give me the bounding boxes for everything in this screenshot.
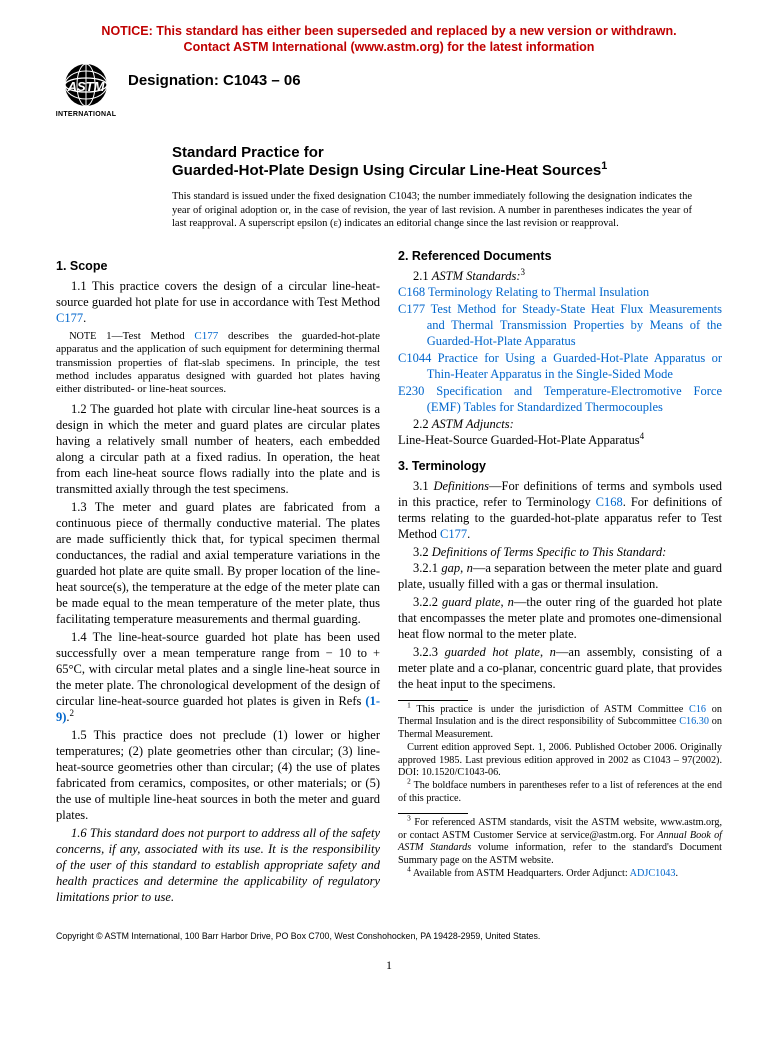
notice-banner: NOTICE: This standard has either been su… [56, 24, 722, 55]
copyright-line: Copyright © ASTM International, 100 Barr… [56, 931, 722, 942]
footnote-3: 3 For referenced ASTM standards, visit t… [398, 817, 722, 867]
footnote-1b: Current edition approved Sept. 1, 2006. … [398, 742, 722, 779]
para-3-1: 3.1 Definitions—For definitions of terms… [398, 478, 722, 542]
para-3-2-1: 3.2.1 gap, n—a separation between the me… [398, 560, 722, 592]
para-1-5: 1.5 This practice does not preclude (1) … [56, 727, 380, 823]
link-c177-note[interactable]: C177 [194, 330, 218, 342]
link-c16-30[interactable]: C16.30 [679, 716, 709, 727]
para-3-2-3: 3.2.3 guarded hot plate, n—an assembly, … [398, 644, 722, 692]
designation: Designation: C1043 – 06 [122, 61, 301, 90]
para-1-3: 1.3 The meter and guard plates are fabri… [56, 499, 380, 627]
svg-text:INTERNATIONAL: INTERNATIONAL [56, 111, 116, 118]
body-columns: 1. Scope 1.1 This practice covers the de… [56, 248, 722, 905]
title-main: Guarded-Hot-Plate Design Using Circular … [172, 162, 722, 180]
footnote-1: 1 This practice is under the jurisdictio… [398, 704, 722, 741]
para-3-2: 3.2 Definitions of Terms Specific to Thi… [398, 544, 722, 560]
para-3-2-2: 3.2.2 guard plate, n—the outer ring of t… [398, 594, 722, 642]
link-c177-term[interactable]: C177 [440, 527, 467, 541]
notice-line-2: Contact ASTM International (www.astm.org… [56, 40, 722, 56]
link-c168[interactable]: C168 [596, 495, 623, 509]
page-number: 1 [56, 958, 722, 973]
scope-heading: 1. Scope [56, 258, 380, 274]
para-1-2: 1.2 The guarded hot plate with circular … [56, 401, 380, 497]
header-row: ASTM INTERNATIONAL Designation: C1043 – … [56, 61, 722, 123]
ref-e230[interactable]: E230 Specification and Temperature-Elect… [398, 383, 722, 415]
title-kicker: Standard Practice for [172, 143, 722, 162]
ref-c168[interactable]: C168 Terminology Relating to Thermal Ins… [398, 284, 722, 300]
terminology-heading: 3. Terminology [398, 458, 722, 474]
adjunct-line: Line-Heat-Source Guarded-Hot-Plate Appar… [398, 432, 722, 448]
link-c177[interactable]: C177 [56, 311, 83, 325]
document-title: Standard Practice for Guarded-Hot-Plate … [172, 143, 722, 180]
link-adjc1043[interactable]: ADJC1043 [630, 868, 676, 879]
footnote-2: 2 The boldface numbers in parentheses re… [398, 780, 722, 805]
link-c16[interactable]: C16 [689, 704, 706, 715]
astm-logo: ASTM INTERNATIONAL [56, 61, 122, 123]
para-2-2: 2.2 ASTM Adjuncts: [398, 416, 722, 432]
refdocs-heading: 2. Referenced Documents [398, 248, 722, 264]
note-1: NOTE 1—Test Method C177 describes the gu… [56, 330, 380, 397]
para-1-1: 1.1 This practice covers the design of a… [56, 278, 380, 326]
footnote-4: 4 Available from ASTM Headquarters. Orde… [398, 868, 722, 880]
para-2-1: 2.1 ASTM Standards:3 [398, 268, 722, 284]
issuance-note: This standard is issued under the fixed … [172, 190, 692, 229]
notice-line-1: NOTICE: This standard has either been su… [56, 24, 722, 40]
ref-c177[interactable]: C177 Test Method for Steady-State Heat F… [398, 301, 722, 349]
para-1-6: 1.6 This standard does not purport to ad… [56, 825, 380, 905]
svg-text:ASTM: ASTM [67, 79, 106, 94]
ref-c1044[interactable]: C1044 Practice for Using a Guarded-Hot-P… [398, 350, 722, 382]
para-1-4: 1.4 The line-heat-source guarded hot pla… [56, 629, 380, 725]
document-page: NOTICE: This standard has either been su… [0, 0, 778, 1003]
